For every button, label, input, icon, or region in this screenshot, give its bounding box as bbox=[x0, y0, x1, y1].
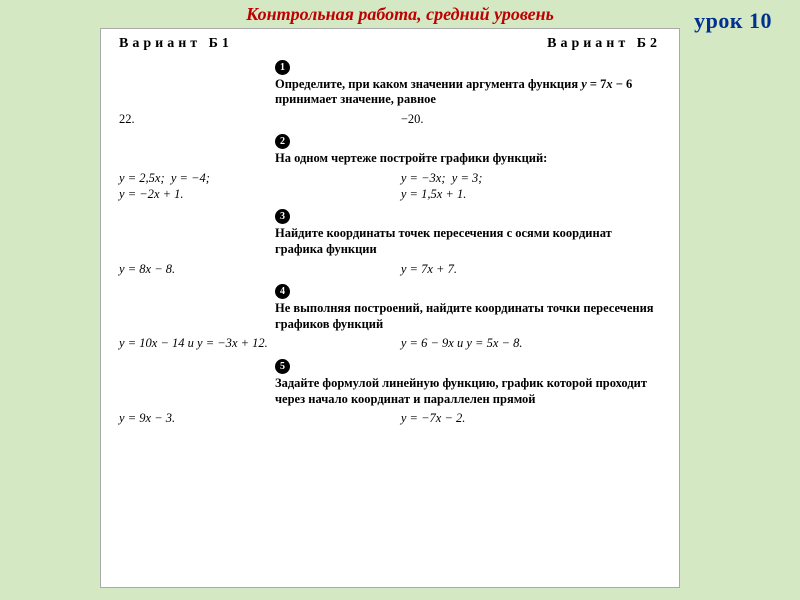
q3-num: 3 bbox=[275, 209, 290, 224]
q2-prompt: На одном чертеже постройте графики функц… bbox=[115, 151, 665, 167]
q4-num: 4 bbox=[275, 284, 290, 299]
q2-num: 2 bbox=[275, 134, 290, 149]
q1-right: −20. bbox=[401, 112, 661, 128]
q3-left: y = 8x − 8. bbox=[119, 262, 379, 278]
q4-left: y = 10x − 14 и y = −3x + 12. bbox=[119, 336, 379, 352]
question-4: 4 Не выполняя построений, найдите коорди… bbox=[115, 283, 665, 352]
q2-right: y = −3x; y = 3; y = 1,5x + 1. bbox=[401, 171, 661, 202]
variant-left: Вариант Б1 bbox=[119, 35, 233, 53]
q5-left: y = 9x − 3. bbox=[119, 411, 379, 427]
q4-prompt: Не выполняя построений, найдите координа… bbox=[115, 301, 665, 332]
q3-right: y = 7x + 7. bbox=[401, 262, 661, 278]
question-1: 1 Определите, при каком значении аргумен… bbox=[115, 59, 665, 128]
page-title: Контрольная работа, средний уровень bbox=[0, 4, 800, 25]
page: Контрольная работа, средний уровень урок… bbox=[0, 0, 800, 600]
q5-right: y = −7x − 2. bbox=[401, 411, 661, 427]
question-5: 5 Задайте формулой линейную функцию, гра… bbox=[115, 358, 665, 427]
q1-prompt: Определите, при каком значении аргумента… bbox=[115, 77, 665, 108]
question-3: 3 Найдите координаты точек пересечения с… bbox=[115, 208, 665, 277]
q3-prompt: Найдите координаты точек пересечения с о… bbox=[115, 226, 665, 257]
variant-row: Вариант Б1 Вариант Б2 bbox=[115, 35, 665, 53]
worksheet: Вариант Б1 Вариант Б2 1 Определите, при … bbox=[100, 28, 680, 588]
q5-prompt: Задайте формулой линейную функцию, графи… bbox=[115, 376, 665, 407]
q4-right: y = 6 − 9x и y = 5x − 8. bbox=[401, 336, 661, 352]
variant-right: Вариант Б2 bbox=[547, 35, 661, 53]
q1-num: 1 bbox=[275, 60, 290, 75]
q1-left: 22. bbox=[119, 112, 379, 128]
q5-num: 5 bbox=[275, 359, 290, 374]
question-2: 2 На одном чертеже постройте графики фун… bbox=[115, 133, 665, 202]
q2-left: y = 2,5x; y = −4; y = −2x + 1. bbox=[119, 171, 379, 202]
lesson-label: урок 10 bbox=[694, 8, 772, 34]
